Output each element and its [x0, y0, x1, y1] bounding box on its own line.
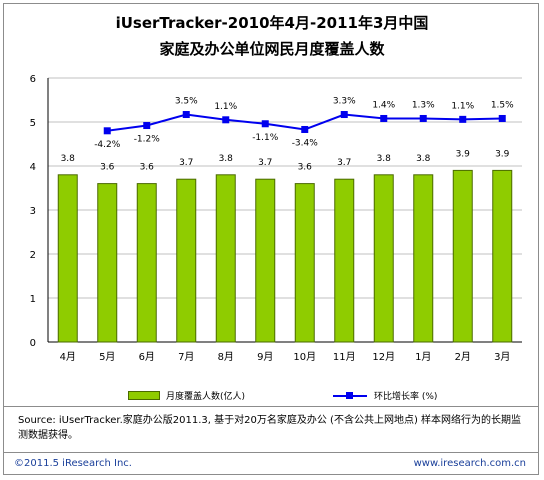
bar — [294, 183, 315, 343]
bar — [255, 178, 276, 343]
growth-value-label: 1.1% — [451, 101, 474, 111]
bar — [373, 174, 394, 343]
x-tick-label: 1月 — [415, 351, 431, 363]
y-tick-label: 6 — [30, 74, 36, 85]
x-tick-label: 10月 — [293, 351, 316, 363]
copyright: ©2011.5 iResearch Inc. — [14, 458, 132, 469]
growth-marker — [380, 114, 388, 122]
growth-marker — [143, 122, 151, 130]
bar — [136, 183, 157, 343]
growth-marker — [498, 114, 506, 122]
legend: 月度覆盖人数(亿人) 环比增长率 (%) — [128, 388, 468, 404]
bar-value-label: 3.6 — [140, 163, 155, 173]
growth-marker — [459, 115, 467, 123]
bar-value-label: 3.8 — [416, 154, 431, 164]
bar — [97, 183, 118, 343]
x-tick-label: 3月 — [494, 351, 510, 363]
bar-value-label: 3.8 — [377, 154, 392, 164]
x-tick-label: 4月 — [60, 351, 76, 363]
bar — [452, 169, 473, 343]
bar-value-label: 3.7 — [337, 158, 351, 168]
bar — [492, 169, 513, 343]
x-tick-label: 11月 — [333, 351, 356, 363]
growth-marker — [419, 114, 427, 122]
growth-value-label: -1.2% — [134, 135, 161, 145]
bar-value-label: 3.6 — [298, 163, 313, 173]
y-tick-label: 4 — [30, 162, 36, 173]
bar-value-label: 3.9 — [495, 149, 510, 159]
bar-value-label: 3.7 — [179, 158, 193, 168]
growth-value-label: -3.4% — [292, 138, 319, 148]
legend-bar-swatch — [128, 391, 160, 400]
x-tick-label: 7月 — [178, 351, 194, 363]
growth-value-label: -4.2% — [94, 140, 121, 150]
bar-value-label: 3.7 — [258, 158, 272, 168]
divider-top — [3, 406, 539, 407]
x-tick-label: 12月 — [372, 351, 395, 363]
bar — [57, 174, 78, 343]
y-tick-label: 3 — [30, 206, 36, 217]
growth-marker — [261, 120, 269, 128]
divider-bottom — [3, 452, 539, 453]
legend-bar-label: 月度覆盖人数(亿人) — [166, 392, 246, 402]
growth-marker — [222, 116, 230, 124]
source-note: Source: iUserTracker.家庭办公版2011.3, 基于对20万… — [18, 415, 522, 441]
growth-marker — [103, 127, 111, 135]
bar-value-label: 3.8 — [219, 154, 234, 164]
growth-value-label: 3.3% — [333, 97, 356, 107]
bar — [215, 174, 236, 343]
chart-subtitle: 家庭及办公单位网民月度覆盖人数 — [159, 40, 385, 58]
website: www.iresearch.com.cn — [413, 458, 526, 469]
bar — [334, 178, 355, 343]
growth-marker — [182, 111, 190, 119]
growth-value-label: 1.4% — [372, 100, 395, 110]
growth-marker — [340, 111, 348, 119]
y-tick-label: 1 — [30, 294, 36, 305]
x-tick-label: 8月 — [218, 351, 234, 363]
bar — [176, 178, 197, 343]
legend-line-label: 环比增长率 (%) — [374, 392, 438, 402]
growth-value-label: 1.3% — [412, 100, 435, 110]
x-tick-label: 9月 — [257, 351, 273, 363]
y-tick-label: 2 — [30, 250, 36, 261]
x-tick-label: 2月 — [455, 351, 471, 363]
bar-value-label: 3.9 — [456, 149, 471, 159]
bar — [413, 174, 434, 343]
growth-value-label: -1.1% — [252, 133, 279, 143]
growth-value-label: 3.5% — [175, 97, 198, 107]
growth-value-label: 1.5% — [491, 100, 514, 110]
x-tick-label: 6月 — [139, 351, 155, 363]
growth-value-label: 1.1% — [214, 102, 237, 112]
growth-marker — [301, 125, 309, 133]
y-tick-label: 0 — [30, 338, 36, 349]
chart-title: iUserTracker-2010年4月-2011年3月中国 — [115, 14, 429, 32]
bar-value-label: 3.6 — [100, 163, 115, 173]
bar-value-label: 3.8 — [61, 154, 76, 164]
legend-line-marker — [346, 392, 353, 399]
y-tick-label: 5 — [30, 118, 36, 129]
x-tick-label: 5月 — [99, 351, 115, 363]
